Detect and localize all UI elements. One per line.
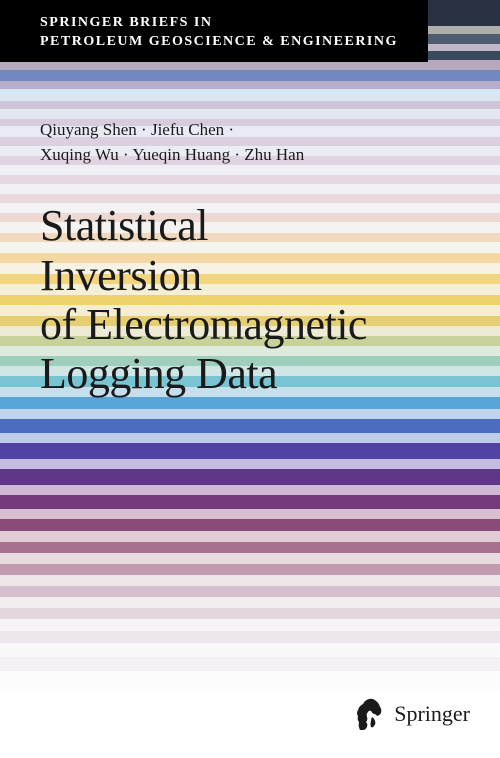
stripe: [0, 531, 500, 542]
stripe: [0, 495, 500, 509]
stripe: [0, 419, 500, 433]
publisher-name: Springer: [394, 701, 470, 727]
stripe: [0, 469, 500, 485]
stripe: [0, 70, 500, 81]
stripe: [0, 519, 500, 531]
stripe: [0, 553, 500, 564]
stripe: [0, 542, 500, 553]
stripe: [0, 631, 500, 643]
stripe: [0, 509, 500, 519]
stripe: [0, 564, 500, 575]
stripe: [0, 643, 500, 657]
stripe: [0, 608, 500, 619]
stripe: [0, 575, 500, 586]
series-line-2: PETROLEUM GEOSCIENCE & ENGINEERING: [40, 33, 398, 52]
stripe: [0, 485, 500, 495]
stripe: [0, 89, 500, 101]
stripe: [0, 459, 500, 469]
publisher-block: Springer: [354, 696, 470, 732]
series-band: SPRINGER BRIEFS IN PETROLEUM GEOSCIENCE …: [0, 0, 428, 62]
stripe: [0, 397, 500, 409]
stripe: [0, 619, 500, 631]
stripe: [0, 409, 500, 419]
stripe: [0, 101, 500, 109]
book-cover: SPRINGER BRIEFS IN PETROLEUM GEOSCIENCE …: [0, 0, 500, 758]
stripe: [0, 657, 500, 671]
stripe: [0, 586, 500, 597]
cover-content: Qiuyang Shen · Jiefu Chen ·Xuqing Wu · Y…: [40, 118, 460, 398]
stripe: [0, 433, 500, 443]
book-title: StatisticalInversionof ElectromagneticLo…: [40, 201, 460, 398]
stripe: [0, 443, 500, 459]
springer-horse-icon: [354, 696, 384, 732]
series-line-1: SPRINGER BRIEFS IN: [40, 14, 398, 33]
authors: Qiuyang Shen · Jiefu Chen ·Xuqing Wu · Y…: [40, 118, 460, 167]
stripe: [0, 81, 500, 89]
stripe: [0, 597, 500, 608]
stripe: [0, 671, 500, 691]
